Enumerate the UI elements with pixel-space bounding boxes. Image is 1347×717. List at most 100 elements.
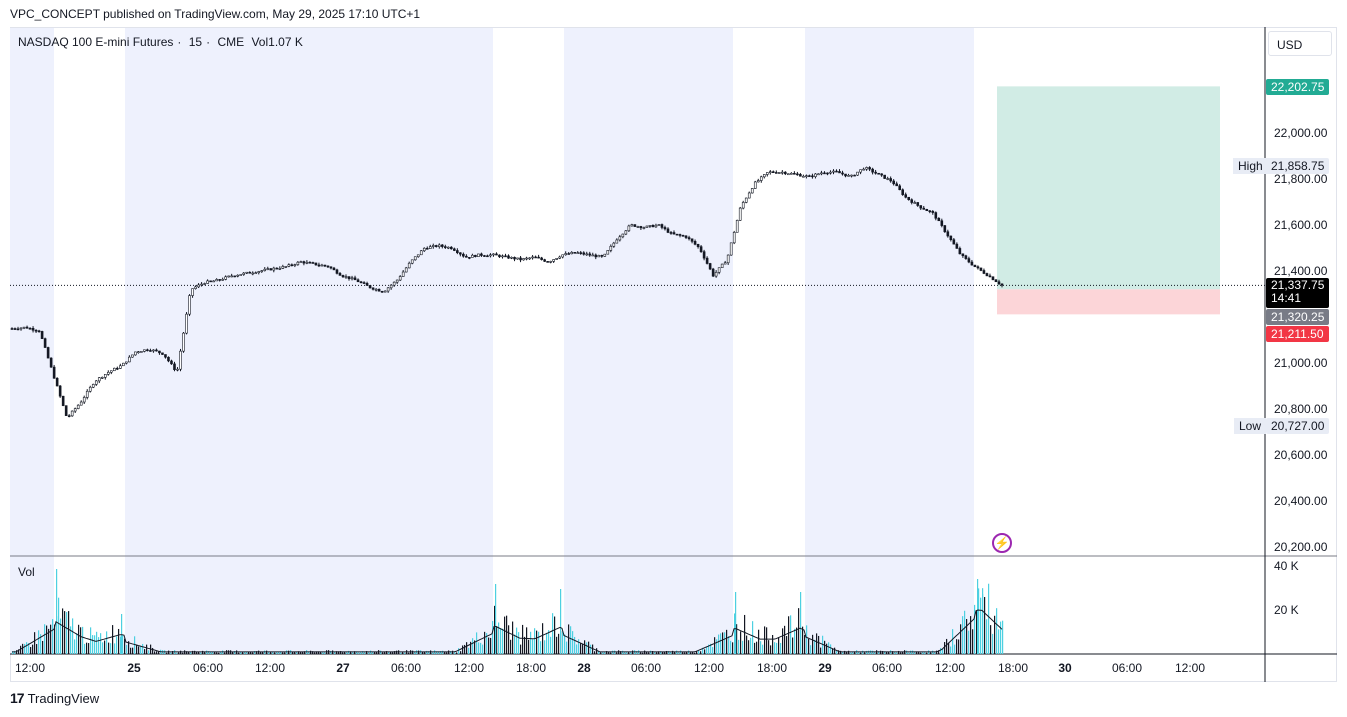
candle-body — [125, 361, 128, 364]
candle-body — [453, 248, 456, 251]
volume-bar — [400, 652, 402, 654]
candle-body — [266, 268, 270, 270]
candle-body — [579, 252, 583, 254]
candle-body — [377, 288, 381, 292]
volume-bar — [386, 651, 388, 654]
candle-body — [639, 226, 643, 229]
candle-body — [46, 347, 50, 359]
volume-bar — [544, 640, 546, 654]
candle-body — [218, 279, 221, 281]
volume-bar — [684, 652, 686, 654]
candle-body — [609, 245, 613, 251]
volume-bar — [374, 651, 376, 654]
candle-body — [146, 349, 149, 352]
candle-body — [811, 175, 814, 178]
volume-bar — [810, 645, 812, 654]
candle-body — [329, 266, 333, 269]
candle-body — [642, 227, 646, 229]
time-axis-tick: 18:00 — [997, 661, 1029, 675]
candle-body — [200, 283, 203, 286]
volume-bar — [882, 650, 884, 654]
time-axis-tick: 29 — [818, 661, 832, 675]
volume-bar — [382, 652, 384, 654]
candle-body — [269, 268, 273, 271]
candle-body — [799, 174, 802, 177]
volume-bar — [142, 643, 144, 654]
candle-body — [212, 280, 215, 283]
volume-bar — [796, 627, 798, 654]
volume-bar — [346, 652, 348, 654]
volume-bar — [514, 634, 516, 654]
volume-bar — [76, 633, 78, 654]
candle-body — [495, 253, 498, 256]
volume-bar — [486, 633, 488, 654]
time-axis-tick: 12:00 — [934, 661, 966, 675]
volume-bar — [976, 610, 978, 654]
volume-bar — [242, 652, 244, 654]
lightning-icon[interactable]: ⚡ — [992, 533, 1012, 553]
volume-bar — [254, 651, 256, 654]
candle-body — [122, 362, 125, 367]
low-price-tag: 20,727.00 — [1266, 418, 1330, 434]
candle-body — [341, 275, 345, 278]
last-price-tag: 21,337.75 14:41 — [1266, 278, 1330, 308]
volume-bar — [754, 642, 756, 654]
volume-bar — [436, 651, 438, 654]
volume-bar — [576, 644, 578, 654]
brand-name: TradingView — [27, 690, 100, 706]
candle-body — [296, 261, 300, 265]
candle-body — [116, 367, 119, 370]
candle-body — [922, 207, 926, 210]
candle-body — [447, 246, 450, 249]
volume-bar — [530, 631, 532, 654]
volume-bar — [730, 640, 732, 654]
volume-bar — [940, 648, 942, 654]
tradingview-logo[interactable]: 17 TradingView — [10, 690, 99, 706]
candle-body — [465, 255, 468, 258]
candle-body — [552, 259, 555, 262]
session-band — [564, 28, 733, 654]
volume-bar — [234, 651, 236, 654]
volume-bar — [592, 644, 594, 654]
volume-bar — [140, 646, 142, 654]
time-axis-tick: 12:00 — [1174, 661, 1206, 675]
candle-body — [498, 254, 501, 258]
candle-body — [245, 271, 249, 274]
time-axis-tick: 27 — [336, 661, 350, 675]
candle-body — [606, 250, 610, 255]
candle-body — [814, 173, 817, 177]
candle-body — [910, 199, 914, 203]
candle-body — [140, 351, 143, 353]
volume-bar — [930, 652, 932, 654]
candle-body — [194, 286, 197, 289]
volume-bar — [620, 651, 622, 654]
volume-bar — [656, 652, 658, 654]
volume-bar — [834, 647, 836, 654]
volume-bar — [718, 634, 720, 654]
candle-body — [22, 326, 26, 329]
series-legend[interactable]: NASDAQ 100 E-mini Futures · 15 · CME Vol1.… — [18, 35, 303, 49]
candle-body — [570, 252, 573, 255]
volume-bar — [954, 644, 956, 654]
volume-bar — [938, 650, 940, 654]
volume-bar — [156, 651, 158, 654]
candle-body — [949, 235, 953, 240]
currency-button[interactable]: USD — [1268, 31, 1332, 56]
volume-bar — [516, 627, 518, 654]
candle-body — [103, 374, 107, 378]
candle-body — [362, 282, 366, 284]
volume-bar — [830, 644, 832, 654]
volume-bar — [72, 618, 74, 654]
volume-bar — [898, 650, 900, 654]
candle-body — [251, 272, 255, 275]
volume-bar — [52, 619, 54, 654]
candle-body — [519, 257, 522, 261]
legend-vol-label: Vol — [251, 35, 269, 49]
candle-body — [702, 251, 706, 259]
volume-bar — [678, 652, 680, 654]
volume-bar — [58, 597, 60, 654]
volume-bar — [432, 652, 434, 654]
volume-bar — [121, 614, 123, 654]
volume-bar — [176, 652, 178, 654]
